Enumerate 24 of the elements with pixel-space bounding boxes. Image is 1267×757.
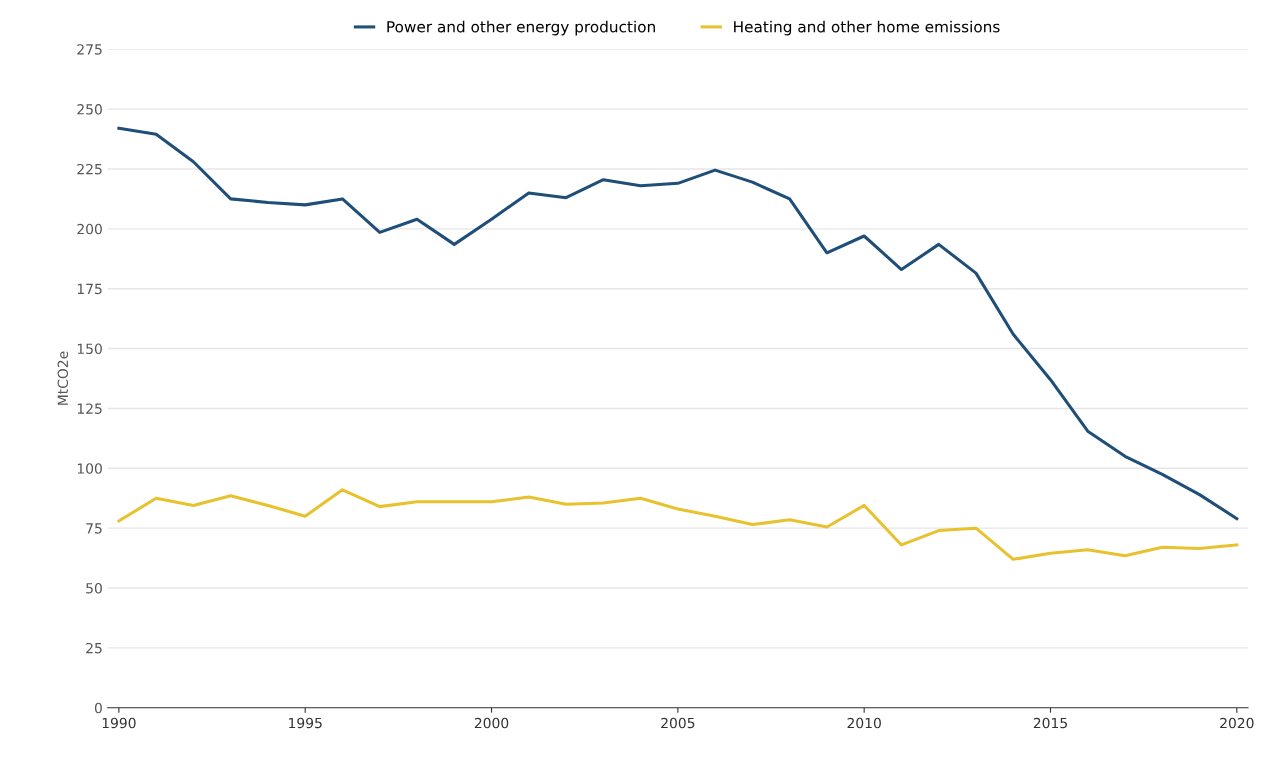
x-tick-label: 1990: [102, 717, 136, 729]
y-tick-label: 175: [77, 283, 102, 295]
y-tick-label: 225: [77, 163, 102, 175]
x-tick-label: 2000: [474, 717, 509, 729]
y-tick-label: 150: [77, 343, 102, 355]
x-tick-label: 2010: [847, 717, 881, 729]
x-tick-label: 2020: [1220, 717, 1254, 729]
line-series: [117, 488, 1239, 561]
y-tick-label: 200: [77, 223, 102, 235]
legend-label: Power and other energy production: [387, 20, 655, 36]
x-tick-label: 2005: [661, 717, 695, 729]
legend-label: Heating and other home emissions: [734, 20, 1000, 36]
y-tick-label: 100: [77, 463, 102, 474]
y-tick-label: 0: [94, 702, 102, 714]
y-tick-label: 50: [86, 583, 102, 594]
x-tick-label: 1995: [289, 717, 322, 729]
x-tick-label: 2015: [1033, 717, 1067, 729]
y-axis-title: MtCO2e: [57, 351, 69, 405]
y-tick-label: 25: [86, 642, 102, 654]
y-tick-label: 275: [77, 44, 102, 55]
y-tick-label: 75: [86, 523, 102, 534]
line-series: [117, 126, 1239, 521]
y-tick-label: 125: [77, 403, 102, 414]
y-tick-label: 250: [77, 104, 102, 115]
